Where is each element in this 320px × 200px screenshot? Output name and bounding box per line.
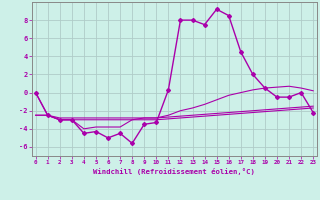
X-axis label: Windchill (Refroidissement éolien,°C): Windchill (Refroidissement éolien,°C) xyxy=(93,168,255,175)
